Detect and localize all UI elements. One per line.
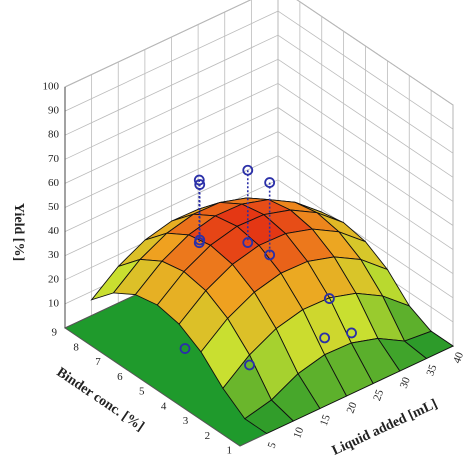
y-tick-label: 6	[117, 371, 123, 383]
y-tick-label: 8	[73, 341, 79, 353]
points	[179, 164, 357, 371]
z-tick-label: 100	[43, 81, 60, 93]
observed-point	[242, 164, 254, 176]
walls	[64, 0, 454, 347]
z-tick-label: 50	[48, 201, 60, 213]
y-tick-label: 5	[139, 386, 145, 398]
z-tick-label: 40	[48, 225, 60, 237]
x-tick-label: 20	[345, 400, 360, 415]
z-tick-label: 90	[48, 105, 60, 117]
y-tick-label: 1	[227, 445, 233, 457]
x-tick-label: 5	[266, 440, 279, 450]
y-tick-label: 3	[183, 415, 189, 427]
z-tick-label: 70	[48, 153, 60, 165]
observed-point	[244, 359, 255, 371]
z-tick-label: 30	[48, 249, 60, 261]
x-tick-label: 25	[371, 388, 386, 403]
fitted-point	[194, 234, 206, 246]
y-tick-label: 4	[161, 400, 167, 412]
observed-point	[264, 177, 276, 188]
z-tick-label: 20	[48, 273, 60, 285]
x-tick-label: 40	[451, 350, 466, 365]
y-axis-title: Binder conc. [%]	[54, 365, 147, 434]
grid-line	[64, 0, 454, 106]
fitted-point	[242, 237, 254, 248]
surface-cell	[244, 399, 295, 435]
observed-point	[319, 332, 331, 344]
observed-point	[323, 293, 335, 304]
x-tick-label: 35	[424, 363, 439, 378]
z-axis-title: Yield [%]	[11, 203, 26, 261]
y-tick-label: 7	[95, 356, 101, 368]
x-tick-label: 10	[291, 425, 306, 440]
y-tick-label: 2	[205, 430, 211, 442]
z-tick-label: 60	[48, 177, 60, 189]
labels: 10 20 30 40 50 60 70 80 90 100 1 2 3 4 5 6 7 8 9 5 10 15 20 25 3…	[43, 81, 467, 457]
observed-point	[193, 174, 205, 186]
z-tick-label: 80	[48, 129, 60, 141]
surface	[90, 197, 454, 435]
fitted-point	[264, 249, 276, 261]
x-tick-label: 30	[398, 375, 413, 390]
z-tick-label: 10	[48, 297, 60, 309]
y-tick-label: 9	[52, 327, 58, 339]
observed-point	[179, 343, 191, 354]
observed-point	[194, 179, 206, 190]
observed-point	[346, 327, 357, 339]
x-tick-label: 15	[318, 413, 333, 428]
